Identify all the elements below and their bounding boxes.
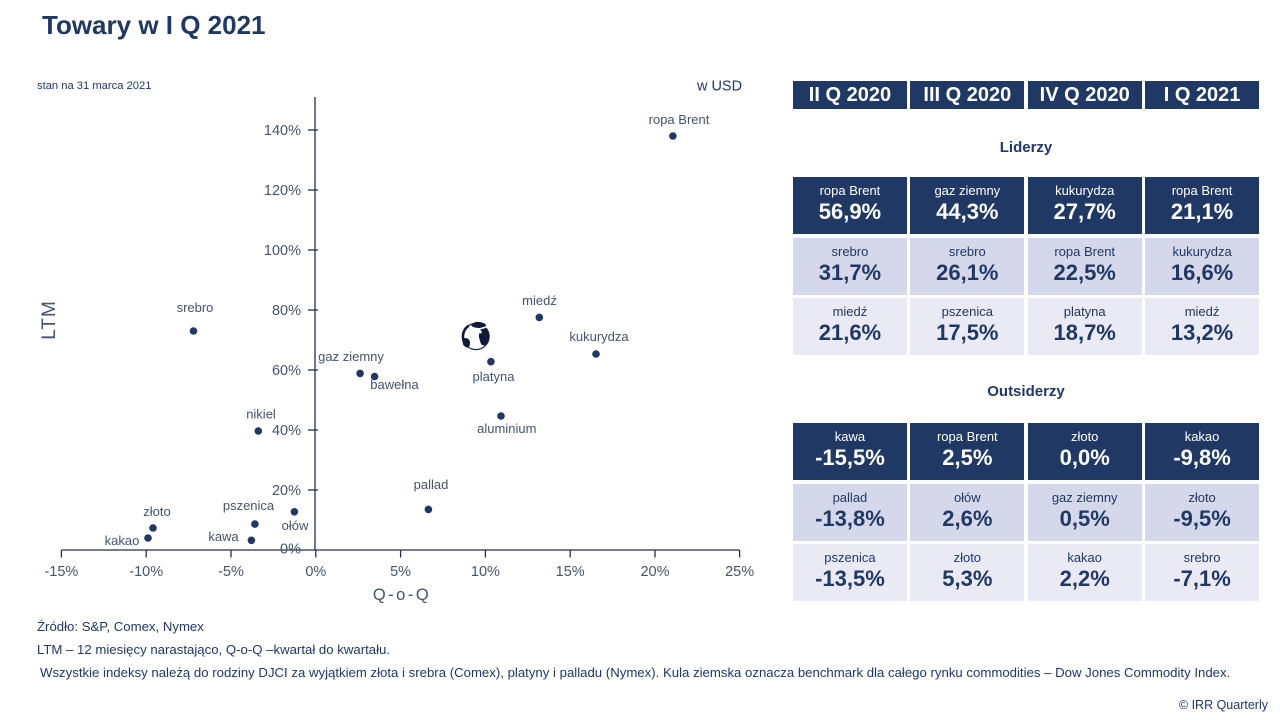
svg-text:LTM: LTM bbox=[39, 300, 60, 340]
svg-text:10%: 10% bbox=[471, 564, 500, 580]
svg-text:srebro: srebro bbox=[177, 300, 214, 315]
svg-text:nikiel: nikiel bbox=[246, 407, 276, 422]
svg-text:platyna: platyna bbox=[473, 369, 516, 384]
svg-text:pallad: pallad bbox=[414, 477, 449, 492]
svg-text:100%: 100% bbox=[264, 243, 301, 259]
svg-text:5%: 5% bbox=[390, 564, 411, 580]
svg-text:Q-o-Q: Q-o-Q bbox=[373, 586, 431, 604]
svg-text:140%: 140% bbox=[264, 123, 301, 139]
svg-text:-5%: -5% bbox=[218, 564, 244, 580]
svg-text:20%: 20% bbox=[640, 564, 669, 580]
svg-text:aluminium: aluminium bbox=[477, 421, 536, 436]
svg-text:60%: 60% bbox=[272, 363, 301, 379]
svg-text:120%: 120% bbox=[264, 183, 301, 199]
svg-text:miedź: miedź bbox=[522, 293, 557, 308]
svg-text:kawa: kawa bbox=[208, 529, 239, 544]
svg-text:-15%: -15% bbox=[44, 564, 78, 580]
svg-text:80%: 80% bbox=[272, 303, 301, 319]
svg-text:40%: 40% bbox=[272, 423, 301, 439]
svg-text:złoto: złoto bbox=[143, 504, 170, 519]
svg-text:20%: 20% bbox=[272, 483, 301, 499]
svg-text:ropa Brent: ropa Brent bbox=[649, 112, 710, 127]
svg-text:pszenica: pszenica bbox=[223, 498, 275, 513]
svg-text:-10%: -10% bbox=[129, 564, 163, 580]
svg-text:w USD: w USD bbox=[696, 79, 742, 95]
svg-text:0%: 0% bbox=[305, 564, 326, 580]
svg-text:gaz ziemny: gaz ziemny bbox=[318, 349, 384, 364]
svg-text:ołów: ołów bbox=[282, 518, 309, 533]
svg-text:kukurydza: kukurydza bbox=[569, 329, 629, 344]
svg-text:bawełna: bawełna bbox=[370, 377, 419, 392]
svg-text:0%: 0% bbox=[280, 542, 301, 558]
svg-text:15%: 15% bbox=[556, 564, 585, 580]
svg-text:kakao: kakao bbox=[105, 533, 140, 548]
svg-text:25%: 25% bbox=[725, 564, 754, 580]
